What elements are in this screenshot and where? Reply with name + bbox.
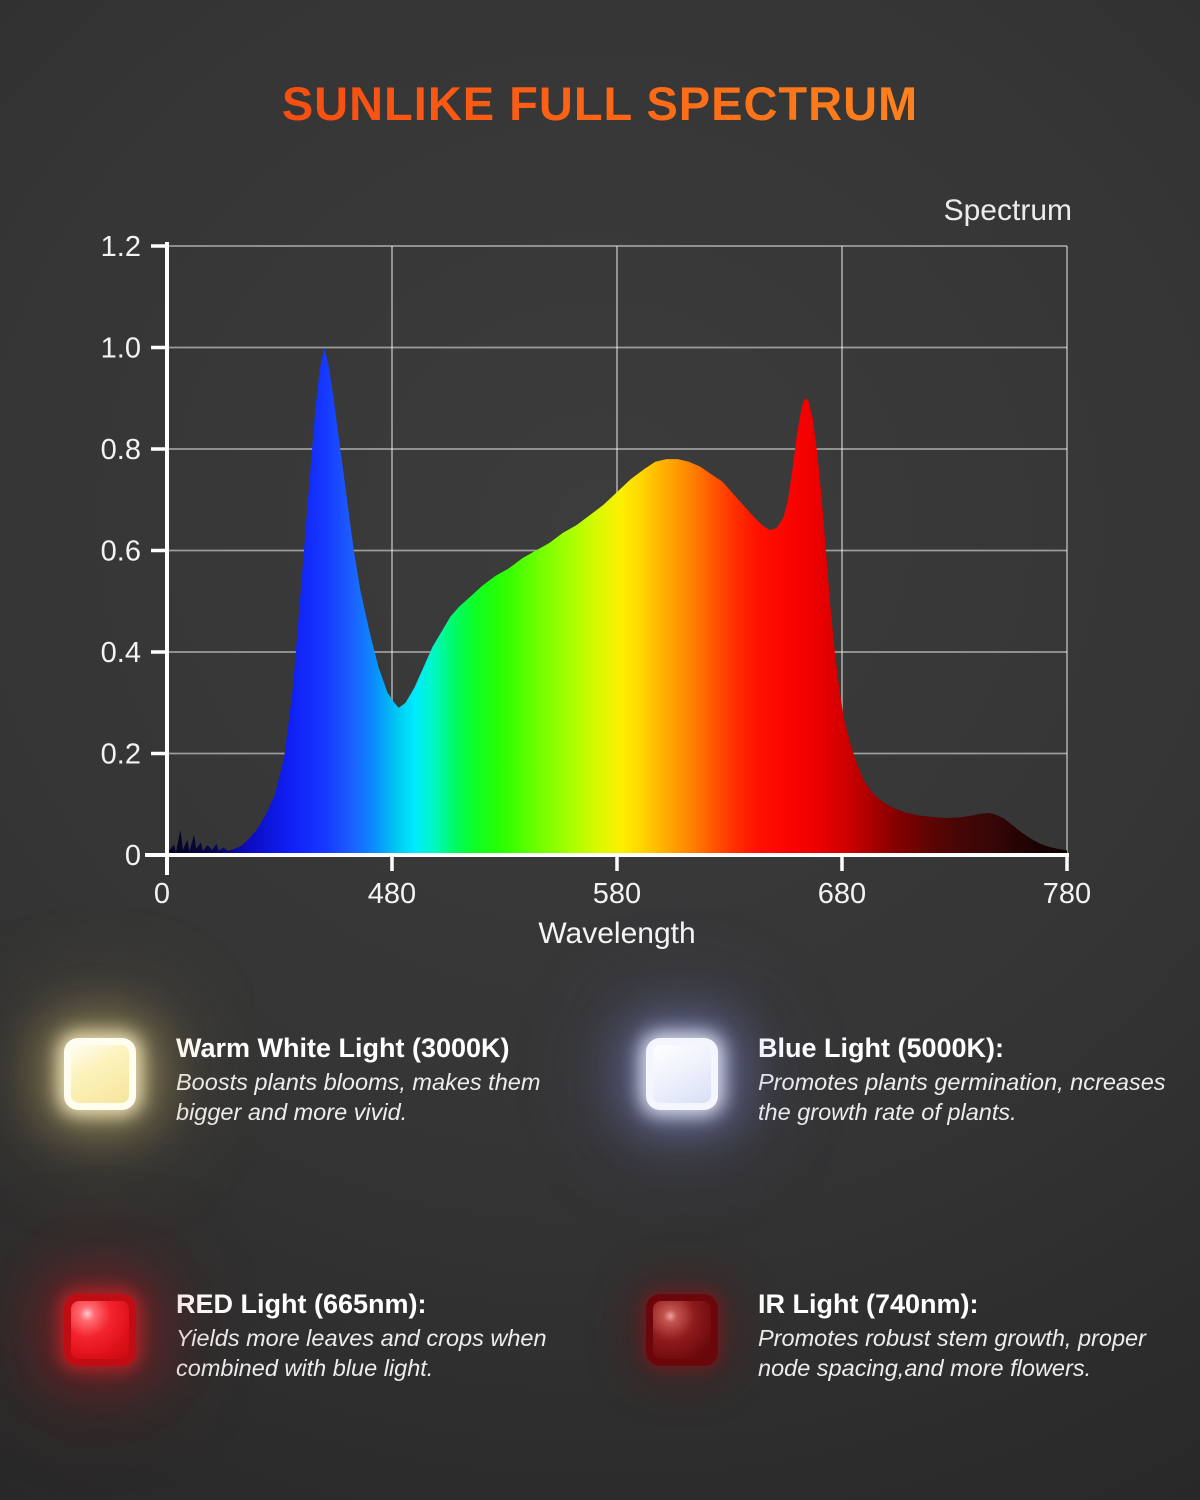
x-tick-label: 480 [368, 878, 416, 910]
x-tick-label: 680 [818, 878, 866, 910]
description-line: Promotes robust stem growth, proper [758, 1325, 1146, 1351]
legend-item-red: RED Light (665nm): Yields more leaves an… [64, 1289, 547, 1383]
legend-text-ir: IR Light (740nm): Promotes robust stem g… [758, 1289, 1146, 1383]
x-tick-label: 580 [593, 878, 641, 910]
legend-item-warm-white: Warm White Light (3000K) Boosts plants b… [64, 1033, 540, 1127]
x-axis-title: Wavelength [538, 917, 695, 950]
page-title: SUNLIKE FULL SPECTRUM [0, 76, 1200, 131]
legend-text-blue: Blue Light (5000K): Promotes plants germ… [758, 1033, 1166, 1127]
chart-corner-label: Spectrum [944, 194, 1072, 227]
description-line: Boosts plants blooms, makes them [176, 1069, 541, 1095]
y-tick-label: 0.6 [101, 536, 141, 568]
legend-item-title: Blue Light (5000K): [758, 1033, 1005, 1063]
y-tick-label: 0.8 [101, 434, 141, 466]
y-tick-label: 0 [125, 840, 141, 872]
legend-item-blue: Blue Light (5000K): Promotes plants germ… [646, 1033, 1166, 1127]
description-line: combined with blue light. [176, 1354, 434, 1381]
ir-led-icon [646, 1294, 718, 1366]
legend-text-red: RED Light (665nm): Yields more leaves an… [176, 1289, 547, 1383]
legend-item-description: Yields more leaves and crops when combin… [176, 1324, 547, 1383]
ir-led-chip [653, 1301, 711, 1359]
y-tick-label: 0.2 [101, 739, 141, 771]
y-tick-label: 0.4 [101, 637, 141, 669]
red-led-icon [64, 1294, 136, 1366]
spectrum-chart: Spectrum Wavelength 0 0.2 0.4 0.6 0.8 1.0 1.2 0… [101, 194, 1092, 950]
description-line: Promotes plants germination, ncreases [758, 1069, 1166, 1095]
description-line: node spacing,and more flowers. [758, 1354, 1092, 1381]
description-line: Yields more leaves and crops when [176, 1325, 547, 1351]
legend-item-title: IR Light (740nm): [758, 1289, 979, 1319]
warm-white-led-icon [64, 1038, 136, 1110]
legend-item-description: Promotes robust stem growth, proper node… [758, 1324, 1146, 1383]
description-line: bigger and more vivid. [176, 1098, 408, 1125]
warm-white-led-chip [71, 1045, 129, 1103]
blue-led-icon [646, 1038, 718, 1110]
legend-item-description: Promotes plants germination, ncreases th… [758, 1068, 1166, 1127]
description-line: the growth rate of plants. [758, 1098, 1017, 1125]
red-led-chip [71, 1301, 129, 1359]
y-tick-label: 1.2 [101, 231, 141, 263]
spectrum-area [167, 347, 1067, 855]
x-tick-label: 0 [154, 878, 170, 910]
legend-text-warm-white: Warm White Light (3000K) Boosts plants b… [176, 1033, 540, 1127]
legend-item-title: RED Light (665nm): [176, 1289, 427, 1319]
legend-item-description: Boosts plants blooms, makes them bigger … [176, 1068, 540, 1127]
legend-item-ir: IR Light (740nm): Promotes robust stem g… [646, 1289, 1146, 1383]
y-tick-label: 1.0 [101, 333, 141, 365]
x-tick-label: 780 [1043, 878, 1091, 910]
legend-item-title: Warm White Light (3000K) [176, 1033, 510, 1063]
blue-led-chip [653, 1045, 711, 1103]
